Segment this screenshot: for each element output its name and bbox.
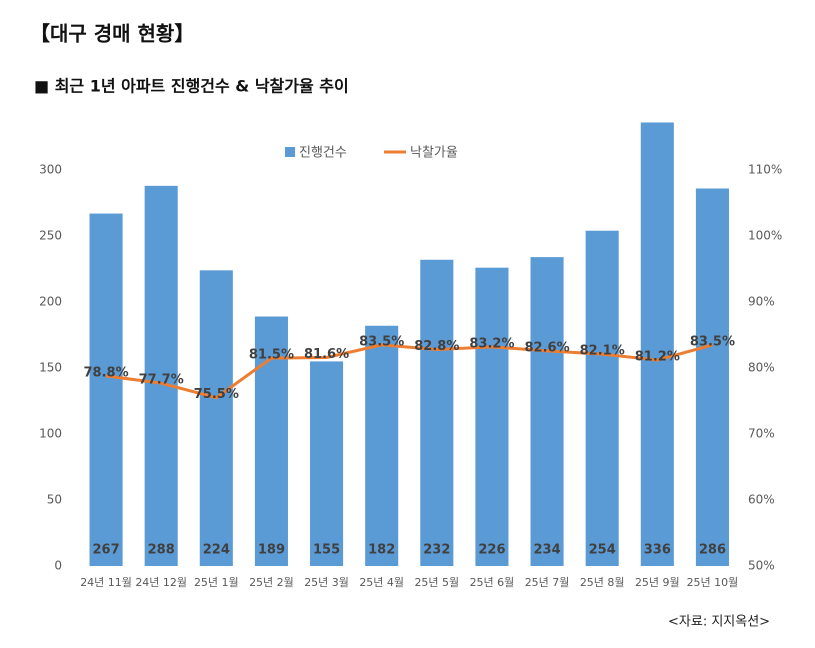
bar-value-label: 286 [699, 543, 726, 558]
bar-value-label: 336 [644, 543, 671, 558]
bar [420, 259, 454, 566]
x-tick-label: 25년 7월 [525, 576, 570, 589]
line-value-label: 81.6% [304, 347, 349, 362]
x-tick-label: 25년 5월 [414, 576, 459, 589]
line-value-label: 83.5% [690, 334, 735, 349]
y2-tick-label: 110% [748, 163, 782, 177]
chart-heading: ■ 최근 1년 아파트 진행건수 & 낙찰가율 추이 [34, 77, 349, 96]
y-tick-label: 200 [39, 295, 62, 309]
bar-value-label: 182 [368, 543, 395, 558]
line-value-label: 81.5% [249, 348, 294, 363]
bar-value-label: 288 [148, 543, 175, 558]
line-value-label: 83.2% [469, 336, 514, 351]
bar [585, 230, 619, 566]
source: <자료: 지지옥션> [668, 615, 770, 630]
bar [365, 325, 399, 566]
page-title: 【대구 경매 현황】 [30, 22, 194, 46]
bar [475, 267, 509, 566]
y2-tick-label: 80% [748, 361, 775, 375]
line-value-label: 81.2% [635, 350, 680, 365]
x-tick-label: 24년 12월 [135, 576, 187, 589]
line [105, 343, 713, 400]
x-tick-label: 25년 6월 [470, 576, 515, 589]
line-value-label: 75.5% [194, 387, 239, 402]
line-value-label: 82.8% [414, 339, 459, 354]
x-tick-label: 25년 3월 [304, 576, 349, 589]
x-tick-label: 25년 2월 [249, 576, 294, 589]
y2-tick-label: 100% [748, 229, 782, 243]
bar [89, 213, 123, 566]
legend-swatch [285, 147, 295, 157]
x-tick-label: 25년 8월 [580, 576, 625, 589]
x-tick-label: 25년 1월 [194, 576, 239, 589]
bar-value-label: 189 [258, 543, 285, 558]
y2-tick-label: 90% [748, 295, 775, 309]
legend-label: 진행건수 [299, 145, 347, 161]
bar [640, 122, 674, 566]
legend-label: 낙찰가율 [410, 146, 458, 161]
y-tick-label: 250 [39, 229, 62, 243]
bar [530, 257, 564, 566]
bar [695, 188, 729, 567]
bar-value-label: 232 [423, 543, 450, 558]
bar-value-label: 226 [478, 543, 505, 558]
y2-tick-label: 70% [748, 427, 775, 441]
x-tick-label: 24년 11월 [80, 576, 132, 589]
bar-value-label: 155 [313, 543, 340, 558]
line-value-label: 82.1% [580, 344, 625, 359]
bar [199, 270, 233, 566]
bar-value-label: 254 [589, 543, 616, 558]
bar-value-label: 234 [533, 543, 560, 558]
bar [310, 361, 344, 566]
y-tick-label: 50 [47, 493, 62, 507]
line-value-label: 83.5% [359, 334, 404, 349]
x-tick-label: 25년 10월 [687, 576, 739, 589]
x-tick-label: 25년 4월 [359, 576, 404, 589]
bar-value-label: 267 [92, 543, 119, 558]
line-value-label: 77.7% [139, 373, 184, 388]
bar [144, 185, 178, 566]
x-tick-label: 25년 9월 [635, 576, 680, 589]
y-tick-label: 0 [54, 559, 62, 573]
bar-value-label: 224 [203, 543, 230, 558]
y-tick-label: 300 [39, 163, 62, 177]
y2-tick-label: 50% [748, 559, 775, 573]
line-value-label: 82.6% [525, 340, 570, 355]
line-value-label: 78.8% [84, 365, 129, 380]
y-tick-label: 100 [39, 427, 62, 441]
y-tick-label: 150 [39, 361, 62, 375]
y2-tick-label: 60% [748, 493, 775, 507]
